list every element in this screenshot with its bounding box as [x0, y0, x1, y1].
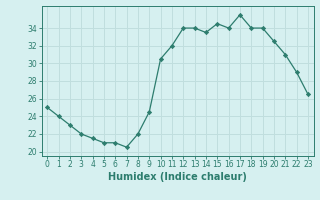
X-axis label: Humidex (Indice chaleur): Humidex (Indice chaleur) — [108, 172, 247, 182]
